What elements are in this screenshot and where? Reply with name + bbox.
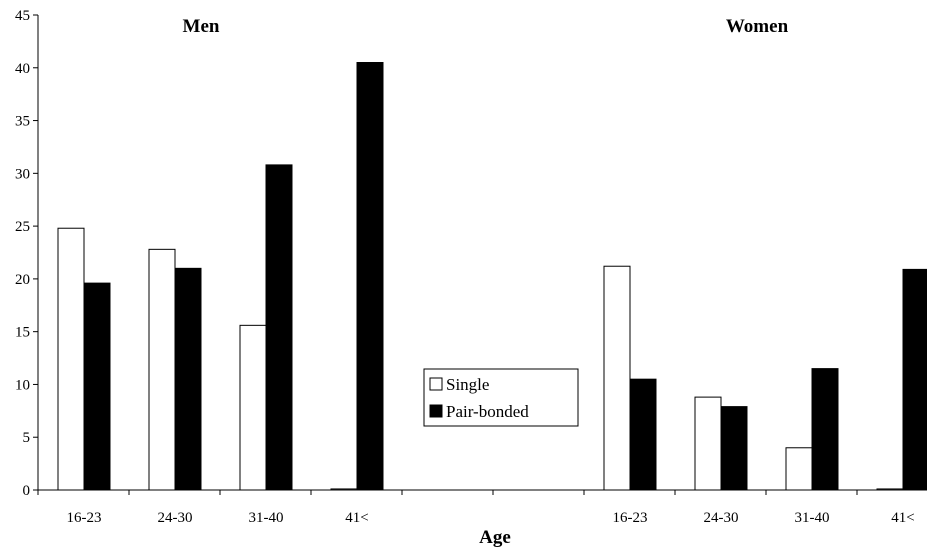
y-tick-label: 15 — [15, 325, 30, 341]
bar-pair-bonded-women-1 — [629, 378, 657, 491]
bar-single-men-4 — [330, 488, 358, 491]
chart-bars — [57, 62, 927, 491]
legend-swatch-single — [429, 377, 443, 391]
chart-labels: 0 5 10 15 20 25 30 35 40 45 16-23 24-30 31-40 41< 16-2… — [15, 8, 915, 526]
x-tick-label: 41< — [891, 510, 914, 526]
panel-title-women: Women — [726, 16, 789, 37]
bar-pair-bonded-women-4 — [902, 268, 927, 491]
bar-pair-bonded-women-3 — [811, 368, 839, 491]
bar-pair-bonded-men-3 — [265, 164, 293, 491]
y-tick-label: 30 — [15, 166, 30, 182]
x-tick-label: 24-30 — [158, 510, 193, 526]
bar-single-men-2 — [148, 248, 176, 491]
y-tick-label: 25 — [15, 219, 30, 235]
panel-title-men: Men — [183, 16, 220, 37]
bar-pair-bonded-men-1 — [83, 282, 111, 491]
x-axis-title: Age — [479, 527, 511, 548]
y-tick-label: 0 — [23, 483, 31, 499]
bar-single-women-3 — [785, 447, 813, 491]
bar-single-women-1 — [603, 265, 631, 491]
x-tick-label: 16-23 — [67, 510, 102, 526]
x-tick-label: 31-40 — [249, 510, 284, 526]
bar-single-women-2 — [694, 396, 722, 491]
y-tick-label: 35 — [15, 114, 30, 130]
y-tick-label: 5 — [23, 430, 31, 446]
bar-pair-bonded-men-2 — [174, 267, 202, 491]
legend-swatch-pair-bonded — [429, 404, 443, 418]
bar-single-men-1 — [57, 227, 85, 491]
legend-label-single: Single — [446, 375, 489, 394]
y-tick-label: 20 — [15, 272, 30, 288]
x-tick-label: 41< — [345, 510, 368, 526]
x-tick-label: 24-30 — [704, 510, 739, 526]
bar-pair-bonded-men-4 — [356, 62, 384, 491]
y-tick-label: 10 — [15, 377, 30, 393]
x-tick-label: 31-40 — [795, 510, 830, 526]
x-tick-label: 16-23 — [613, 510, 648, 526]
chart-legend: Single Pair-bonded — [423, 368, 579, 427]
y-tick-label: 45 — [15, 8, 30, 24]
y-tick-label: 40 — [15, 61, 30, 77]
legend-label-pair-bonded: Pair-bonded — [446, 402, 529, 421]
bar-single-men-3 — [239, 324, 267, 491]
legend-box — [423, 368, 579, 427]
bar-single-women-4 — [876, 488, 904, 491]
bar-pair-bonded-women-2 — [720, 406, 748, 491]
